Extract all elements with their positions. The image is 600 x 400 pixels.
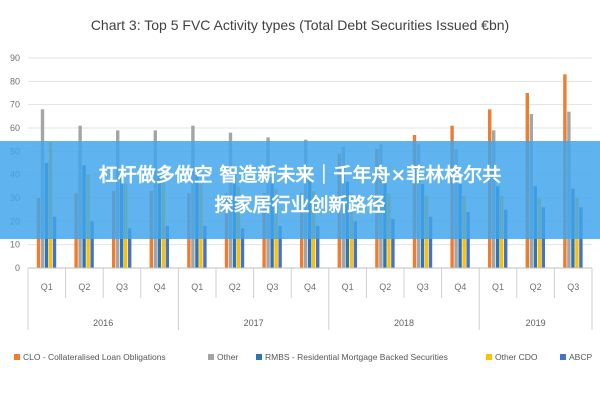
x-tick-label: Q4 [304,282,316,292]
legend-label: CLO - Collateralised Loan Obligations [23,352,166,362]
x-tick-label: Q2 [379,282,391,292]
x-tick-label: Q1 [191,282,203,292]
year-label: 2016 [93,318,113,328]
y-tick-label: 90 [10,53,20,63]
y-tick-label: 10 [10,240,20,250]
bar-4-10 [428,216,433,268]
legend-swatch [14,354,20,360]
x-tick-label: Q1 [41,282,53,292]
bar-4-1 [90,221,94,268]
x-tick-label: Q1 [342,282,354,292]
bar-4-8 [353,221,357,268]
legend-swatch [208,354,214,360]
legend-swatch [486,354,492,360]
bar-4-4 [203,226,207,268]
overlay-banner[interactable]: 杠杆做多做空 智造新未来｜千年舟×菲林格尔共 探家居行业创新路径 [0,141,600,239]
year-label: 2017 [244,318,264,328]
bar-4-3 [165,226,169,268]
bar-4-11 [466,212,470,268]
y-tick-label: 80 [10,76,20,86]
legend-label: Other [217,352,238,362]
overlay-line-1: 杠杆做多做空 智造新未来｜千年舟×菲林格尔共 [98,164,502,186]
y-tick-label: 0 [15,263,20,273]
year-label: 2019 [526,318,546,328]
bar-4-7 [316,226,320,268]
x-tick-label: Q3 [266,282,278,292]
bar-4-6 [278,226,282,268]
x-tick-label: Q2 [78,282,90,292]
x-tick-label: Q3 [417,282,429,292]
overlay-line-2: 探家居行业创新路径 [214,194,386,216]
legend-swatch [256,354,262,360]
x-tick-label: Q1 [492,282,504,292]
bar-4-9 [391,219,395,268]
x-tick-label: Q3 [116,282,128,292]
x-axis: Q1 Q2 Q3 Q4 Q1 Q2 Q3 Q4 Q1 Q2 Q3 Q4 Q1 Q2 Q3 2016 2017 20… [27,267,593,330]
chart-title: Chart 3: Top 5 FVC Activity types (Total… [91,17,509,33]
y-tick-label: 70 [10,100,20,110]
x-tick-label: Q4 [154,282,166,292]
legend-label: RMBS - Residential Mortgage Backed Secur… [265,352,448,362]
legend-label: ABCP [569,352,592,362]
bar-4-2 [128,228,132,268]
y-tick-label: 60 [10,123,20,133]
legend-swatch [560,354,566,360]
legend-label: Other CDO [495,352,538,362]
bar-4-5 [240,228,245,268]
x-tick-label: Q4 [454,282,466,292]
year-label: 2018 [394,318,414,328]
x-tick-label: Q3 [567,282,579,292]
x-tick-label: Q2 [229,282,241,292]
legend: CLO - Collateralised Loan Obligations Oth… [14,352,592,362]
bar-4-0 [52,216,57,268]
x-tick-label: Q2 [530,282,542,292]
